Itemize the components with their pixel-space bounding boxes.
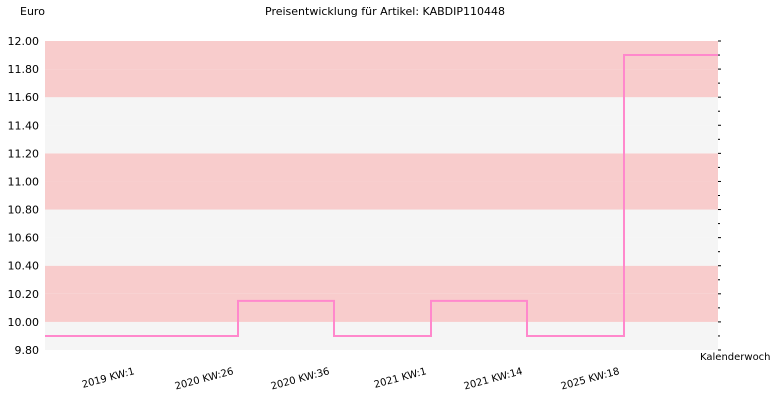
grid-band [45,69,718,98]
x-tick-label: 2021 KW:1 [373,366,428,391]
series-layer [45,54,718,337]
grid-band [45,41,718,70]
chart-title: Preisentwicklung für Artikel: KABDIP1104… [265,5,505,18]
y-tick-label: 11.60 [8,91,40,104]
y-tick-label: 11.00 [8,175,40,188]
y-tick-label: 11.40 [8,119,40,132]
x-tick-label: 2020 KW:36 [270,366,331,392]
grid-band [45,125,718,154]
background-bands [45,41,718,350]
y-tick-label: 10.40 [8,260,40,273]
x-tick-label: 2020 KW:26 [174,366,235,392]
y-tick-label: 10.60 [8,232,40,245]
y-tick-label: 9.80 [15,344,40,357]
grid-band [45,237,718,266]
x-axis-label: Kalenderwoche [700,352,770,363]
y-tick-label: 11.80 [8,63,40,76]
grid-band [45,293,718,322]
grid-band [45,209,718,238]
y-tick-label: 10.00 [8,316,40,329]
grid-band [45,265,718,294]
x-tick-label: 2025 KW:18 [560,366,621,392]
y-tick-label: 10.80 [8,204,40,217]
grid-band [45,97,718,126]
y-tick-label: 11.20 [8,147,40,160]
price-step-line [45,54,718,337]
x-tick-label: 2019 KW:1 [81,366,136,391]
x-tick-label: 2021 KW:14 [463,366,524,392]
grid-band [45,181,718,210]
y-tick-label: 10.20 [8,288,40,301]
grid-band [45,153,718,182]
y-axis: 9.80 10.00 10.20 10.40 10.60 10.80 11.00 11.20 1… [8,35,721,357]
y-axis-label: Euro [20,5,45,18]
x-axis: 2019 KW:1 2020 KW:26 2020 KW:36 2021 KW:1 20… [81,366,621,392]
y-tick-label: 12.00 [8,35,40,48]
